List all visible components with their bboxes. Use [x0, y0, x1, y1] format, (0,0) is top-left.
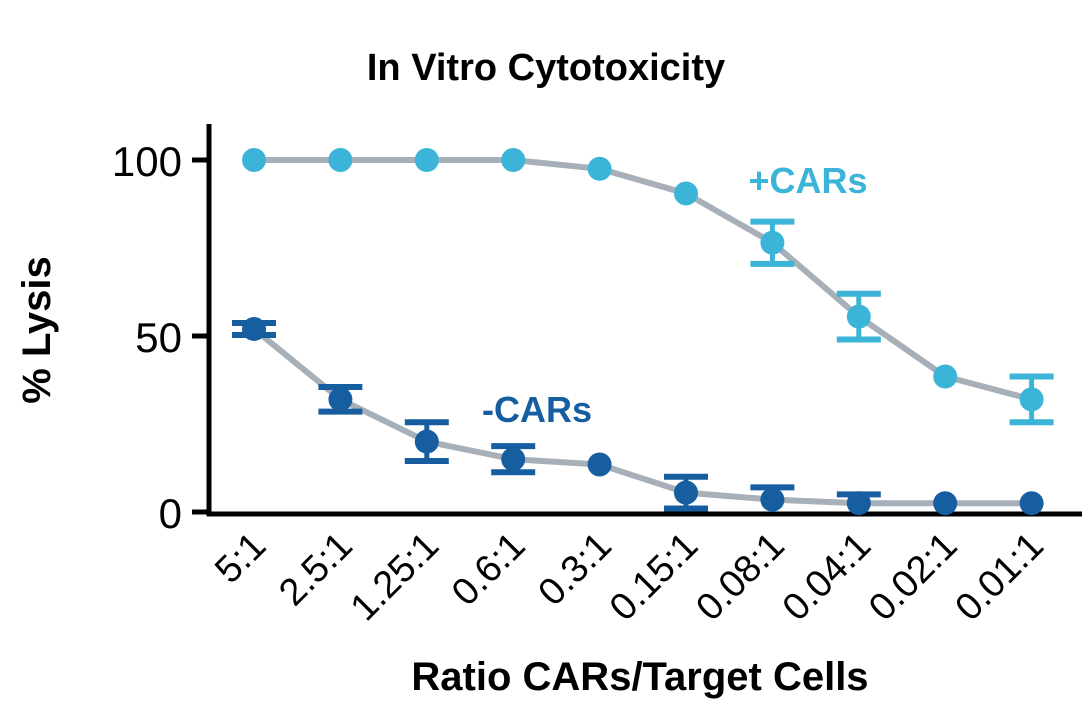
y-tick-label: 50	[135, 314, 182, 361]
data-point	[933, 364, 958, 389]
data-point	[328, 387, 353, 412]
data-point	[501, 148, 526, 172]
series-line-0	[254, 157, 1033, 403]
data-point	[1019, 491, 1044, 516]
data-point	[414, 429, 439, 454]
data-point	[587, 452, 612, 477]
y-tick-label: 100	[112, 138, 182, 185]
data-point	[242, 148, 266, 172]
data-point	[1019, 387, 1044, 412]
x-tick-label: 0.02:1	[861, 525, 965, 629]
x-tick-label: 5:1	[207, 525, 274, 592]
data-point	[501, 447, 526, 472]
data-point	[328, 148, 353, 172]
data-point	[674, 480, 698, 505]
x-tick-label: 1.25:1	[343, 525, 447, 629]
data-point	[587, 156, 612, 181]
data-point	[846, 491, 871, 516]
x-axis-label: Ratio CARs/Target Cells	[411, 655, 868, 699]
data-point	[674, 181, 698, 206]
data-point	[760, 487, 785, 512]
x-tick-label: 0.04:1	[775, 525, 879, 629]
x-tick-label: 0.6:1	[444, 525, 533, 614]
data-point	[933, 491, 958, 516]
data-point	[414, 148, 439, 172]
series-line-1	[252, 326, 1032, 507]
x-tick-label: 0.15:1	[602, 525, 706, 629]
x-tick-label: 0.01:1	[948, 525, 1052, 629]
data-point	[760, 230, 785, 255]
x-tick-label: 0.08:1	[688, 525, 792, 629]
data-point	[242, 316, 266, 341]
y-axis-label: % Lysis	[15, 256, 59, 403]
chart-title: In Vitro Cytotoxicity	[367, 47, 725, 89]
series-label-plus-cars: +CARs	[748, 160, 867, 201]
y-tick-label: 0	[159, 490, 182, 537]
series-label-minus-cars: -CARs	[482, 389, 592, 430]
data-point	[846, 304, 871, 329]
